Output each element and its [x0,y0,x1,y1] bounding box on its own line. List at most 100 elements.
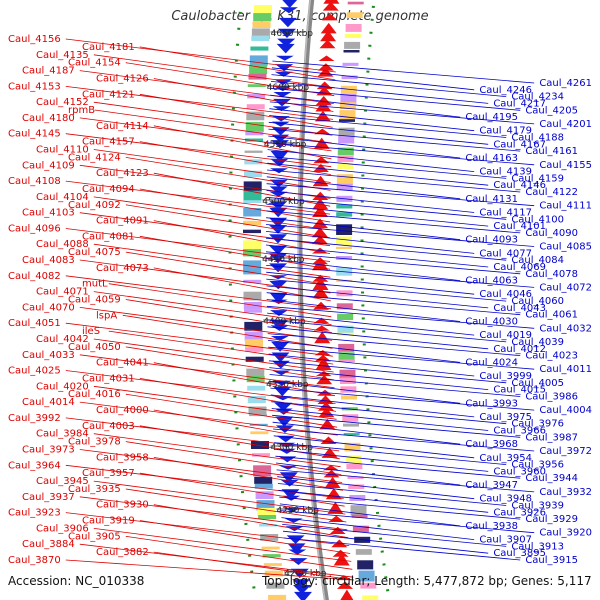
reverse-cds-arrow [274,79,293,85]
cog-track-block [339,119,355,122]
cog-track-block [336,212,353,217]
gene-label: Caul_4059 [68,295,121,306]
gene-leader-line [79,496,348,531]
gene-label: Caul_3882 [96,547,149,558]
gene-label: Caul_4023 [525,351,578,362]
cog-track-block [347,1,364,5]
cog-track-block [253,465,272,477]
gene-label: Caul_3926 [493,507,546,518]
forward-cds-arrow [333,553,350,566]
gene-label: Caul_3939 [511,501,564,512]
gene-label: Caul_3915 [525,555,578,566]
gene-label: Caul_4181 [82,42,135,53]
cog-track-block [251,35,270,42]
gene-label: Caul_4131 [465,194,518,205]
cog-track-block [254,483,273,489]
cog-track-block [338,136,355,144]
gene-label: Caul_4019 [479,330,532,341]
cog-track-block [250,431,269,435]
gene-label: Caul_4163 [465,153,518,164]
gene-label: Caul_3987 [525,432,578,443]
reverse-cds-arrow [279,7,298,14]
cog-track-block [336,246,352,249]
cog-track-block [344,41,361,49]
gene-label: lspA [96,310,117,321]
cog-track-block [246,111,265,121]
forward-cds-arrow [313,325,330,331]
gene-label: Caul_4060 [511,296,564,307]
gene-leader-line [270,387,535,411]
cog-track-block [352,525,369,533]
gene-leader-line [266,299,461,322]
cog-track-block [346,12,363,18]
cog-track-block [336,183,353,191]
forward-cds-arrow [315,357,332,370]
gene-leader-line [268,128,521,152]
gene-label: Caul_3968 [465,439,518,450]
gene-label: Caul_4179 [479,126,532,137]
gene-label: Caul_4217 [493,98,546,109]
gene-leader-line [268,360,507,384]
gene-label: Caul_4167 [493,139,546,150]
reverse-cds-arrow [273,92,292,98]
reverse-cds-arrow [270,310,288,316]
gene-leader-line [268,346,535,370]
forward-cds-arrow [312,163,329,172]
topology-label: Topology: circular; Length: 5,477,872 bp… [262,574,592,588]
cog-track-block [246,376,265,383]
gene-label: Caul_4075 [68,247,121,258]
reverse-cds-arrow [277,38,296,47]
cog-track-block [243,279,262,283]
gene-label: Caul_4161 [525,146,578,157]
reverse-cds-arrow [274,402,293,411]
cog-track-block [247,84,266,87]
gene-label: Caul_4039 [511,337,564,348]
gene-label: Caul_3973 [22,445,75,456]
gc-ring-inner [360,0,391,600]
gene-label: Caul_4157 [82,137,135,148]
cog-track-block [243,208,262,217]
cog-track-block [339,369,356,380]
cog-track-block [245,347,264,352]
gene-label: Caul_4070 [22,302,75,313]
gene-leader-line [278,489,489,513]
cog-track-block [245,138,263,142]
cog-track-block [340,85,357,94]
cog-track-block [247,385,266,391]
gene-leader-line [283,537,521,561]
gene-leader-line [65,228,331,262]
gene-leader-line [139,93,333,128]
forward-cds-arrow [319,418,336,430]
gene-label: Caul_4033 [22,350,75,361]
gene-label: Caul_3935 [68,484,121,495]
gene-leader-line [266,183,535,207]
gene-leader-line [273,428,535,452]
gene-leader-line [266,176,461,200]
gene-leader-line [108,283,332,318]
cog-track-block [262,554,281,558]
forward-cds-arrow [321,13,338,21]
gene-leader-line [79,259,331,294]
gene-leader-line [93,243,331,278]
gene-label: Caul_3932 [539,487,592,498]
cog-track-block [245,121,264,132]
gene-leader-line [153,362,336,397]
gene-label: Caul_3993 [465,398,518,409]
gene-leader-line [65,370,336,404]
gene-label: Caul_4051 [8,318,61,329]
forward-cds-arrow [323,0,340,4]
gene-leader-line [266,292,521,316]
cog-track-block [245,131,264,136]
gene-label: Caul_4016 [68,389,121,400]
cog-track-block [337,156,354,163]
gene-leader-line [277,483,507,506]
cog-track-block [243,249,261,257]
gene-leader-line [65,559,354,581]
gene-label: Caul_4104 [36,192,89,203]
cog-track-block [244,159,263,165]
gene-label: Caul_3906 [36,523,89,534]
gene-label: Caul_3954 [479,453,532,464]
forward-cds-arrow [313,156,330,164]
cog-track-block [252,21,271,28]
gene-label: Caul_3930 [96,500,149,511]
